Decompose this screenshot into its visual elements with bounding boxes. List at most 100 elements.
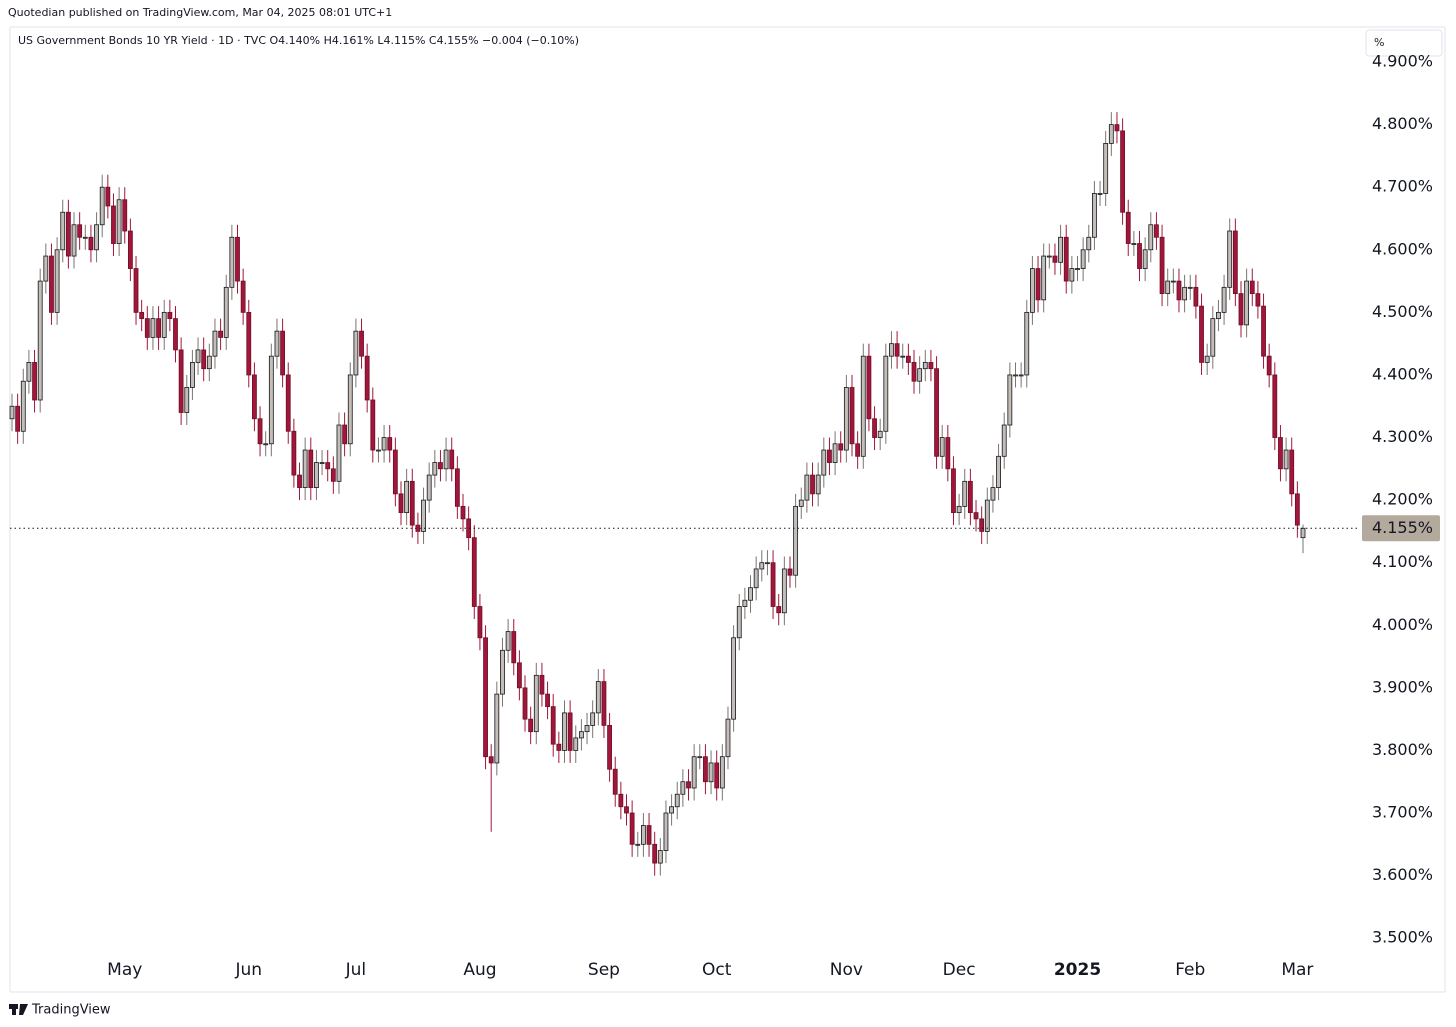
candle-body bbox=[1108, 124, 1114, 144]
candle-body bbox=[1013, 374, 1018, 377]
candle-body bbox=[167, 311, 173, 320]
candle-body bbox=[1221, 286, 1227, 313]
candle-body bbox=[1294, 493, 1300, 526]
candle-body bbox=[65, 211, 71, 257]
candle-body bbox=[860, 355, 866, 457]
candle-body bbox=[257, 418, 263, 445]
candle-body bbox=[438, 462, 443, 470]
candle-body bbox=[781, 568, 787, 614]
candle-body bbox=[443, 449, 449, 470]
brand: TradingView bbox=[9, 1003, 111, 1018]
candle-body bbox=[409, 480, 415, 526]
candle-body bbox=[466, 518, 472, 539]
candle-body bbox=[635, 843, 641, 846]
candle-body bbox=[1103, 143, 1109, 194]
candle-body bbox=[516, 662, 522, 689]
candle-body bbox=[1063, 236, 1069, 282]
y-tick-label: 4.300% bbox=[1372, 427, 1433, 446]
x-tick-label: Jun bbox=[234, 960, 262, 980]
candle-body bbox=[133, 268, 139, 313]
candle-body bbox=[1176, 280, 1182, 301]
candle-body bbox=[663, 812, 669, 851]
y-tick-label: 4.000% bbox=[1372, 615, 1433, 634]
candle-body bbox=[1193, 286, 1199, 307]
candle-body bbox=[770, 562, 776, 607]
y-tick-label: 3.500% bbox=[1372, 928, 1433, 947]
candle-body bbox=[1232, 230, 1238, 294]
candle-body bbox=[578, 731, 584, 739]
candle-body bbox=[1148, 224, 1154, 251]
candle-body bbox=[471, 537, 477, 607]
candle-body bbox=[748, 587, 753, 601]
candle-body bbox=[889, 343, 894, 357]
y-tick-label: 4.700% bbox=[1372, 177, 1433, 196]
candle-body bbox=[144, 318, 150, 338]
candle-body bbox=[708, 762, 714, 783]
candle-body bbox=[359, 330, 364, 357]
candle-body bbox=[821, 449, 827, 476]
candle-body bbox=[426, 474, 432, 501]
candle-body bbox=[1289, 449, 1295, 495]
candle-body bbox=[1210, 318, 1216, 357]
candle-body bbox=[686, 781, 691, 789]
candle-body bbox=[195, 349, 201, 363]
candle-body bbox=[646, 825, 652, 845]
candle-body bbox=[111, 205, 116, 244]
candle-body bbox=[556, 743, 562, 751]
candle-body bbox=[246, 311, 252, 376]
candle-body bbox=[894, 343, 900, 357]
symbol-title: US Government Bonds 10 YR Yield · 1D · T… bbox=[18, 34, 266, 47]
x-tick-label: Jul bbox=[345, 960, 367, 980]
candle-body bbox=[703, 756, 708, 783]
candle-body bbox=[505, 631, 511, 651]
candle-body bbox=[116, 199, 122, 244]
candle-body bbox=[206, 355, 212, 370]
candle-body bbox=[240, 280, 246, 313]
candle-body bbox=[297, 474, 302, 488]
x-tick-label: 2025 bbox=[1054, 960, 1101, 980]
unit-box[interactable] bbox=[1365, 29, 1443, 57]
y-tick-label: 4.900% bbox=[1372, 52, 1433, 71]
candle-body bbox=[26, 362, 32, 382]
candle-body bbox=[984, 499, 990, 532]
candle-body bbox=[88, 236, 94, 251]
candle-body bbox=[370, 399, 376, 451]
candle-body bbox=[951, 468, 956, 514]
candle-body bbox=[330, 468, 336, 482]
candle-body bbox=[37, 280, 43, 401]
candle-body bbox=[82, 236, 88, 239]
candle-body bbox=[939, 437, 945, 457]
candle-body bbox=[827, 449, 832, 463]
candle-body bbox=[1187, 286, 1193, 289]
candle-body bbox=[268, 355, 274, 445]
candle-body bbox=[43, 255, 49, 282]
candle-body bbox=[404, 480, 410, 514]
candle-body bbox=[714, 762, 720, 789]
candle-body bbox=[511, 631, 517, 664]
last-price-label: 4.155% bbox=[1372, 518, 1433, 537]
candle-body bbox=[838, 443, 844, 451]
candle-body bbox=[629, 812, 635, 845]
candle-body bbox=[979, 518, 985, 532]
candle-body bbox=[990, 487, 996, 501]
candle-body bbox=[590, 712, 596, 726]
candle-body bbox=[641, 825, 646, 845]
candle-body bbox=[1244, 280, 1250, 326]
candle-body bbox=[32, 362, 37, 401]
candle-body bbox=[1086, 236, 1092, 251]
y-tick-label: 3.900% bbox=[1372, 677, 1433, 696]
candle-body bbox=[528, 718, 534, 733]
candle-body bbox=[550, 706, 556, 745]
candle-body bbox=[624, 806, 629, 814]
candle-body bbox=[1204, 355, 1210, 363]
candle-body bbox=[996, 455, 1001, 488]
candle-body bbox=[522, 687, 528, 720]
candle-body bbox=[765, 562, 770, 565]
candle-body bbox=[1278, 437, 1283, 470]
candle-body bbox=[1029, 268, 1035, 313]
candle-body bbox=[1046, 255, 1052, 258]
candle-body bbox=[804, 474, 810, 501]
x-tick-label: Nov bbox=[830, 960, 863, 980]
